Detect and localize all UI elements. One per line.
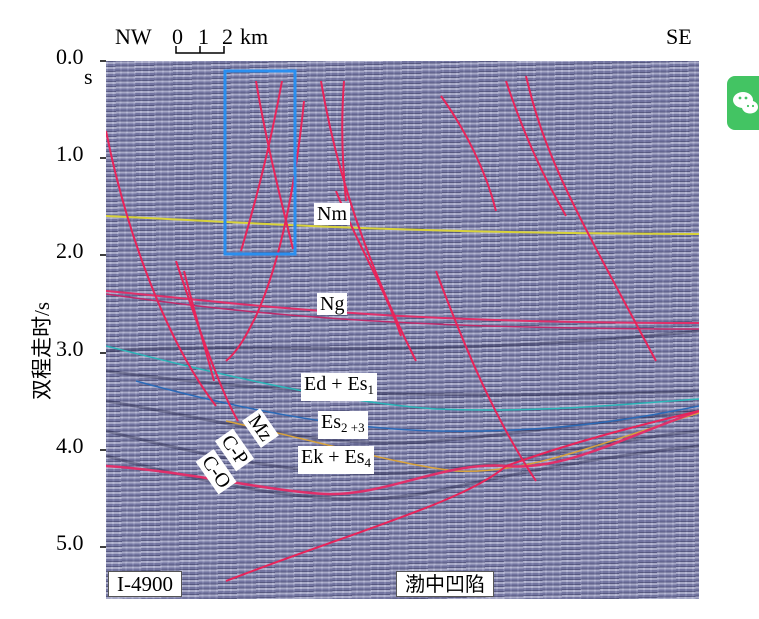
scale-tick-1: 1 <box>198 24 209 49</box>
direction-se-label: SE <box>666 24 692 49</box>
y-tick-1: 1.0 <box>56 141 84 166</box>
basin-label: 渤中凹陷 <box>396 571 494 597</box>
label-es-sub: 2 +3 <box>341 420 365 435</box>
label-ek-sub: 4 <box>364 455 372 470</box>
label-ed-es1: Ed + Es1 <box>301 373 377 401</box>
horizon-nm <box>106 215 699 235</box>
label-es23: Es2 +3 <box>318 411 368 439</box>
wechat-glyph <box>733 92 758 114</box>
y-tick-3: 3.0 <box>56 336 84 361</box>
line-id-label: I-4900 <box>108 571 182 597</box>
label-es-main: Es <box>321 411 341 433</box>
horizon-ed <box>106 345 699 411</box>
label-ed-sub: 1 <box>367 382 375 397</box>
label-ek-main: Ek + Es <box>301 446 365 468</box>
y-axis-label: 双程走时/s <box>30 301 54 400</box>
horizon-ek <box>225 412 699 473</box>
label-nm: Nm <box>314 203 350 225</box>
seismic-overlay <box>106 69 699 582</box>
y-tick-4: 4.0 <box>56 433 84 458</box>
label-ed-main: Ed + Es <box>304 373 368 395</box>
y-unit-s: s <box>84 64 93 89</box>
scale-tick-2: 2 <box>222 24 233 49</box>
y-tick-0: 0.0 <box>56 44 84 69</box>
seismic-section: Nm Ng Ed + Es1 Es2 +3 Ek + Es4 Mz C-P C-… <box>106 61 699 599</box>
horizon-es <box>135 380 699 432</box>
y-tick-5: 5.0 <box>56 530 84 555</box>
label-ek-es4: Ek + Es4 <box>298 446 374 474</box>
highlight-box <box>223 69 297 256</box>
scale-unit: km <box>240 24 269 49</box>
y-tick-2: 2.0 <box>56 238 84 263</box>
y-axis-ticks <box>100 60 106 548</box>
label-ng: Ng <box>317 293 348 315</box>
direction-nw-label: NW <box>115 24 152 49</box>
wechat-icon[interactable] <box>727 76 759 130</box>
scale-tick-0: 0 <box>172 24 183 49</box>
scale-bar <box>175 46 225 54</box>
